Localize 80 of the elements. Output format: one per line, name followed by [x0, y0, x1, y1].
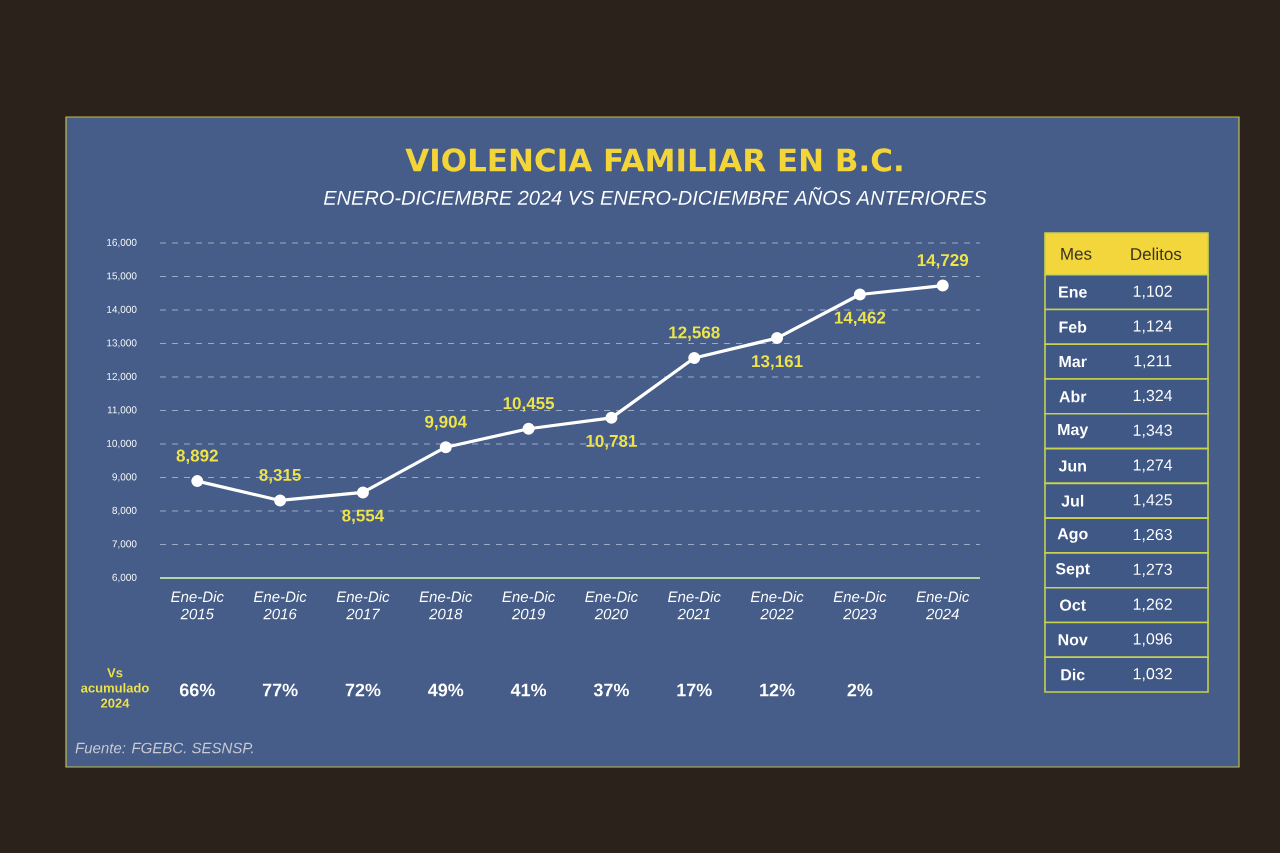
text: 41% [510, 683, 547, 697]
y-tick-label: 13,000 [107, 339, 137, 348]
data-label: 9,904 [425, 415, 467, 431]
text: 1,262 [1133, 598, 1172, 612]
category-label: Sept [1055, 563, 1090, 578]
text: 1,324 [1133, 389, 1173, 404]
text: Mes [1061, 247, 1092, 260]
category-label: Ago [1057, 528, 1088, 543]
data-label: 14,462 [834, 311, 886, 327]
text: Vs acumulado 2024 [81, 668, 149, 708]
x-tick-label: Ene-Dic 2022 [750, 591, 804, 620]
y-tick-label: 6,000 [112, 573, 137, 583]
category-label: Abr [1059, 390, 1087, 403]
text: 49% [428, 683, 464, 697]
category-label: Dic [1061, 668, 1085, 681]
text: 1,096 [1133, 633, 1172, 647]
point [853, 288, 866, 301]
text: 1,263 [1133, 528, 1172, 543]
x-tick-label: Ene-Dic 2023 [833, 591, 887, 620]
y-tick-label: 15,000 [107, 272, 137, 281]
y-tick-label: 14,000 [107, 305, 137, 315]
text: 1,032 [1133, 668, 1172, 682]
text: 1,124 [1133, 320, 1173, 334]
chart-title: VIOLENCIA FAMILIAR EN B.C. [405, 148, 902, 172]
x-tick-label: Ene-Dic 2020 [585, 591, 638, 620]
text: 12% [760, 683, 795, 697]
x-tick-label: Ene-Dic 2015 [171, 591, 224, 620]
data-label: 10,455 [503, 397, 555, 412]
text: 1,273 [1133, 563, 1172, 577]
y-tick-label: 16,000 [107, 238, 137, 248]
data-label: 10,781 [586, 434, 637, 450]
point [688, 351, 701, 364]
point [771, 332, 784, 345]
text: 72% [345, 683, 381, 697]
category-label: Ene [1059, 286, 1087, 298]
text: 1,425 [1133, 494, 1172, 508]
category-label: Oct [1060, 599, 1086, 611]
text: 66% [179, 683, 215, 697]
data-label: 14,729 [917, 254, 969, 269]
data-label: 8,892 [176, 449, 218, 465]
y-tick-label: 9,000 [112, 473, 137, 482]
category-label: Nov [1058, 634, 1088, 646]
point [274, 494, 287, 507]
text: 1,102 [1133, 285, 1172, 299]
chart-subtitle: ENERO-DICIEMBRE 2024 VS ENERO-DICIEMBRE AÑOS ANTERIORES [323, 187, 987, 205]
category-label: Jun [1058, 460, 1086, 472]
text: 1,343 [1133, 424, 1172, 438]
x-tick-label: Ene-Dic 2017 [336, 591, 390, 620]
y-tick-label: 8,000 [112, 506, 137, 516]
y-tick-label: 7,000 [112, 540, 137, 549]
text: 1,211 [1134, 355, 1172, 369]
point [605, 411, 618, 424]
point [936, 279, 949, 292]
point [522, 422, 535, 435]
point [191, 475, 204, 488]
text: 17% [677, 683, 712, 697]
x-tick-label: Ene-Dic 2019 [502, 591, 556, 620]
point [356, 486, 369, 499]
data-label: 8,554 [342, 509, 385, 525]
text: 1,274 [1133, 459, 1173, 473]
data-label: 8,315 [259, 468, 301, 484]
point [439, 441, 452, 454]
y-tick-label: 12,000 [107, 372, 137, 382]
data-label: 12,568 [669, 326, 720, 341]
text: 77% [262, 683, 298, 697]
category-label: Jul [1061, 494, 1084, 507]
data-label: 13,161 [752, 355, 803, 370]
category-label: Feb [1059, 321, 1087, 333]
y-tick-label: 10,000 [107, 439, 137, 449]
text: 37% [593, 683, 629, 697]
x-tick-label: Ene-Dic 2016 [253, 591, 307, 620]
text: Delitos [1131, 247, 1182, 261]
x-tick-label: Ene-Dic 2024 [916, 591, 970, 620]
x-tick-label: Ene-Dic 2018 [419, 591, 473, 620]
category-label: May [1058, 424, 1089, 439]
x-tick-label: Ene-Dic 2021 [668, 591, 721, 620]
text: 2% [847, 683, 873, 697]
y-tick-label: 11,000 [107, 406, 137, 415]
category-label: Mar [1059, 356, 1087, 368]
source-note: Fuente: FGEBC. SESNSP. [75, 742, 253, 754]
